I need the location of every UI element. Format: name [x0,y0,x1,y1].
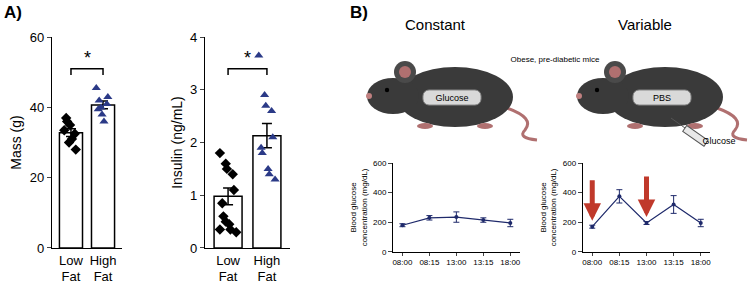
svg-text:A): A) [4,3,22,22]
svg-text:LowFat: LowFat [216,253,240,285]
svg-text:B): B) [350,3,368,22]
svg-text:400: 400 [563,188,577,197]
svg-text:*: * [244,48,251,68]
svg-text:PBS: PBS [653,93,671,103]
svg-text:LowFat: LowFat [59,253,83,285]
svg-text:Blood glucoseconcentration (mg: Blood glucoseconcentration (mg/dL) [349,168,368,246]
svg-text:08:00: 08:00 [582,258,603,267]
svg-text:Obese, pre-diabetic mice: Obese, pre-diabetic mice [511,55,600,64]
svg-text:0: 0 [572,248,577,257]
svg-text:Constant: Constant [405,16,466,33]
svg-text:13:15: 13:15 [664,258,685,267]
svg-text:08:15: 08:15 [419,258,440,267]
svg-text:*: * [84,48,91,68]
svg-text:60: 60 [30,30,44,45]
svg-text:1: 1 [190,188,197,203]
svg-text:200: 200 [373,218,387,227]
svg-text:HighFat: HighFat [90,253,117,285]
svg-text:Blood glucoseconcentration (mg: Blood glucoseconcentration (mg/dL) [539,168,558,246]
svg-text:13:00: 13:00 [636,258,657,267]
svg-text:400: 400 [373,188,387,197]
svg-text:Variable: Variable [618,16,672,33]
svg-text:200: 200 [563,218,577,227]
svg-text:4: 4 [190,30,197,45]
svg-text:3: 3 [190,82,197,97]
svg-text:13:00: 13:00 [446,258,467,267]
svg-text:600: 600 [373,159,387,168]
svg-text:Mass (g): Mass (g) [8,115,24,169]
svg-text:0: 0 [37,241,44,256]
svg-text:0: 0 [190,241,197,256]
svg-text:600: 600 [563,159,577,168]
svg-text:HighFat: HighFat [254,253,281,285]
svg-text:40: 40 [30,100,44,115]
svg-text:08:00: 08:00 [392,258,413,267]
svg-text:Glucose: Glucose [702,136,735,146]
svg-text:Insulin (ng/mL): Insulin (ng/mL) [169,96,185,189]
svg-text:18:00: 18:00 [500,258,521,267]
svg-text:Glucose: Glucose [435,93,468,103]
svg-text:20: 20 [30,170,44,185]
svg-text:2: 2 [190,135,197,150]
svg-text:08:15: 08:15 [609,258,630,267]
svg-text:18:00: 18:00 [691,258,712,267]
svg-text:13:15: 13:15 [473,258,494,267]
svg-text:0: 0 [382,248,387,257]
